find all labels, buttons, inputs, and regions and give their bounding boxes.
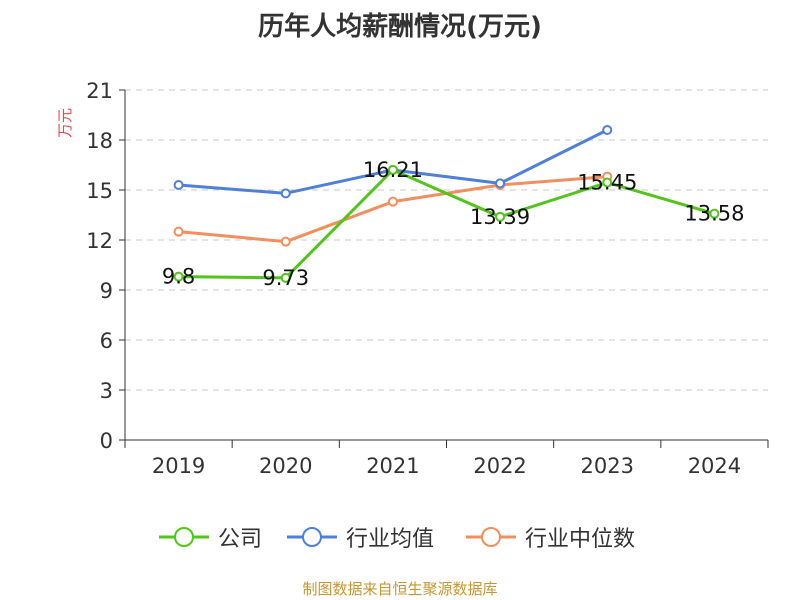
x-tick-label: 2019	[152, 454, 205, 478]
legend-label: 行业均值	[346, 527, 435, 552]
data-point	[280, 236, 291, 247]
data-label: 9.8	[162, 265, 195, 289]
x-tick-label: 2020	[259, 454, 312, 478]
data-point	[280, 272, 291, 283]
data-labels: 9.8 9.73 16.21 13.39 15.45 13.58	[162, 158, 745, 290]
series-line-0	[178, 168, 715, 280]
y-tick-label: 12	[86, 229, 113, 253]
data-label: 13.39	[470, 205, 530, 229]
data-point	[709, 208, 720, 219]
x-tick-label: 2021	[366, 454, 419, 478]
y-axis-title: 万元	[56, 108, 74, 138]
data-label: 15.45	[577, 171, 637, 195]
data-point	[280, 188, 291, 199]
legend-marker	[287, 527, 337, 547]
x-tick-label: 2024	[688, 454, 741, 478]
data-point	[387, 164, 398, 175]
axes: 0 3 6 9 12 15 18 21 2019 2020 2021 2022 2023 2024 万元	[56, 79, 769, 478]
y-tick-label: 0	[100, 429, 113, 453]
data-point	[387, 196, 398, 207]
source-note: 制图数据来自恒生聚源数据库	[302, 580, 498, 598]
grid-lines	[125, 89, 768, 391]
data-point	[173, 226, 184, 237]
data-point	[602, 177, 613, 188]
data-point	[495, 211, 506, 222]
y-tick-label: 3	[100, 379, 113, 403]
legend-item[interactable]: 公司	[158, 520, 262, 554]
y-tick-label: 9	[100, 279, 113, 303]
y-tick-label: 18	[86, 129, 113, 153]
chart-title: 历年人均薪酬情况(万元)	[258, 12, 542, 42]
data-points	[173, 125, 720, 283]
data-point	[495, 178, 506, 189]
data-point	[173, 180, 184, 190]
legend-label: 行业中位数	[525, 527, 636, 552]
series-lines	[178, 128, 715, 280]
data-label: 13.58	[684, 202, 744, 226]
series-line-2	[178, 175, 608, 244]
legend-marker	[159, 527, 209, 547]
legend-item[interactable]: 行业均值	[286, 520, 434, 554]
data-point	[173, 271, 184, 282]
legend-marker	[466, 527, 516, 547]
legend-item[interactable]: 行业中位数	[465, 520, 635, 554]
legend-label: 公司	[218, 527, 263, 552]
data-point	[602, 125, 613, 135]
legend: 公司 行业均值 行业中位数	[0, 520, 800, 554]
y-tick-label: 21	[86, 79, 113, 103]
y-tick-label: 6	[100, 329, 113, 353]
y-tick-label: 15	[86, 179, 113, 203]
x-tick-label: 2022	[473, 454, 526, 478]
data-label: 9.73	[262, 266, 309, 290]
x-tick-label: 2023	[581, 454, 634, 478]
data-label: 16.21	[363, 158, 423, 182]
